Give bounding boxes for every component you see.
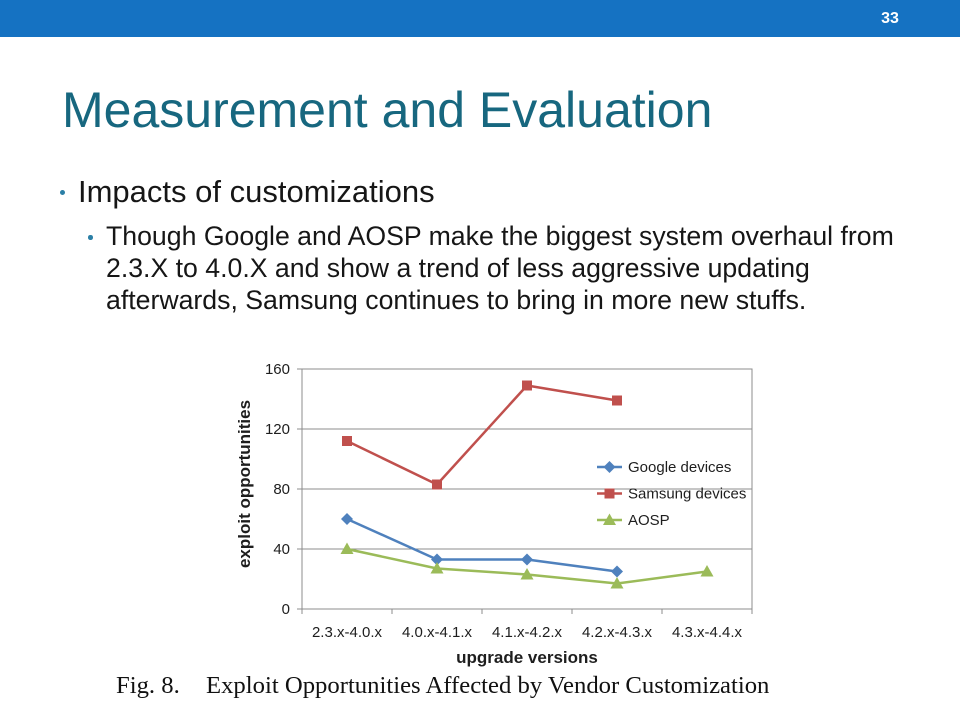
bullet-marker [60, 190, 65, 195]
aosp-point [430, 562, 444, 574]
samsung-devices-point [342, 436, 352, 446]
header-bar: 33 [0, 0, 960, 37]
y-axis-title: exploit opportunities [235, 400, 254, 568]
slide-title: Measurement and Evaluation [62, 82, 713, 138]
x-axis-title: upgrade versions [456, 648, 598, 667]
legend-label-aosp: AOSP [628, 512, 670, 529]
y-tick-label: 0 [282, 601, 290, 618]
google-devices-point [431, 553, 443, 566]
bullet-text: Impacts of customizations [78, 174, 435, 209]
y-tick-label: 120 [265, 421, 290, 438]
sub-bullet-text: Though Google and AOSP make the biggest … [106, 221, 894, 315]
line-chart: exploit opportunities upgrade versions 0… [235, 361, 753, 667]
samsung-devices-point [612, 395, 622, 406]
y-tick-label: 160 [265, 361, 290, 378]
x-tick-label: 2.3.x-4.0.x [312, 624, 383, 641]
figure-caption-text: Exploit Opportunities Affected by Vendor… [206, 672, 770, 699]
series-aosp [340, 542, 714, 589]
y-tick-label: 80 [273, 481, 290, 498]
legend-label-samsung-devices: Samsung devices [628, 486, 746, 503]
google-devices-point [341, 513, 353, 525]
samsung-devices-point [432, 479, 442, 490]
aosp-point [610, 577, 624, 589]
x-tick-label: 4.1.x-4.2.x [492, 624, 563, 641]
chart-axes: 0 40 80 120 160 2.3.x-4.0.x 4.0.x-4.1.x 4.1.x-4… [265, 361, 753, 641]
sub-bullet-marker [88, 235, 93, 240]
x-tick-label: 4.3.x-4.4.x [672, 624, 743, 641]
legend-item-samsung-devices: Samsung devices [597, 486, 746, 503]
legend-marker-samsung-devices [604, 488, 615, 499]
figure-caption: Fig. 8. Exploit Opportunities Affected b… [0, 672, 960, 700]
plot-area [301, 368, 753, 610]
google-devices-point [611, 565, 623, 578]
x-tick-label: 4.0.x-4.1.x [402, 624, 473, 641]
aosp-point [520, 568, 534, 580]
aosp-point [700, 565, 714, 577]
series-line-google-devices [345, 517, 619, 573]
y-tick-label: 40 [273, 541, 290, 558]
page-number: 33 [881, 10, 899, 27]
figure-caption-label: Fig. 8. [116, 672, 180, 699]
series-google-devices [341, 513, 623, 578]
series-line-samsung-devices [345, 384, 619, 486]
x-tick-label: 4.2.x-4.3.x [582, 624, 653, 641]
google-devices-point [521, 553, 533, 566]
legend-marker-aosp [603, 513, 616, 525]
legend-item-aosp: AOSP [597, 512, 670, 529]
aosp-point [340, 542, 354, 554]
series-samsung-devices [342, 380, 622, 490]
legend-marker-google-devices [603, 461, 616, 473]
samsung-devices-point [522, 380, 532, 391]
legend-item-google-devices: Google devices [597, 459, 731, 476]
legend-label-google-devices: Google devices [628, 459, 731, 476]
chart-legend: Google devices Samsung devices AOSP [597, 459, 746, 529]
